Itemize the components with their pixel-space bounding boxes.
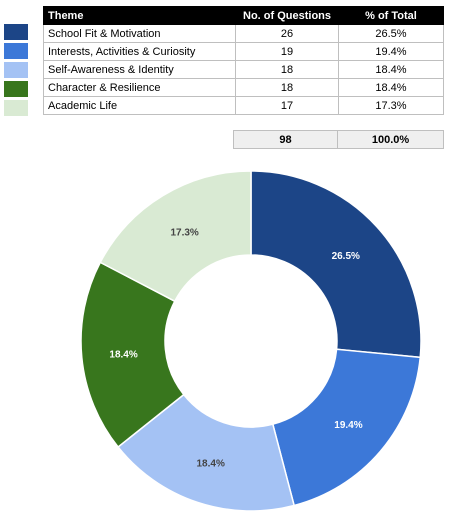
- row-percent: 19.4%: [338, 42, 444, 61]
- row-questions: 19: [235, 42, 339, 61]
- table-row: Academic Life 17 17.3%: [43, 96, 444, 115]
- donut-slice: [250, 170, 422, 359]
- row-percent: 17.3%: [338, 96, 444, 115]
- row-questions: 18: [235, 78, 339, 97]
- row-questions: 26: [235, 24, 339, 43]
- slice-label: 17.3%: [170, 228, 198, 239]
- header-questions: No. of Questions: [235, 6, 339, 25]
- swatch-academic-life: [4, 100, 28, 116]
- header-percent: % of Total: [338, 6, 444, 25]
- row-theme: School Fit & Motivation: [43, 24, 236, 43]
- row-theme: Academic Life: [43, 96, 236, 115]
- theme-summary-table: Theme No. of Questions % of Total School…: [43, 6, 444, 115]
- swatch-interests: [4, 43, 28, 59]
- row-questions: 17: [235, 96, 339, 115]
- table-header-row: Theme No. of Questions % of Total: [43, 6, 444, 25]
- table-row: School Fit & Motivation 26 26.5%: [43, 24, 444, 43]
- swatch-self-awareness: [4, 62, 28, 78]
- table-row: Self-Awareness & Identity 18 18.4%: [43, 60, 444, 79]
- swatch-character: [4, 81, 28, 97]
- table-row: Interests, Activities & Curiosity 19 19.…: [43, 42, 444, 61]
- row-theme: Interests, Activities & Curiosity: [43, 42, 236, 61]
- donut-slice: [117, 393, 296, 512]
- row-theme: Character & Resilience: [43, 78, 236, 97]
- slice-label: 19.4%: [334, 420, 362, 431]
- row-percent: 18.4%: [338, 78, 444, 97]
- total-percent: 100.0%: [337, 130, 444, 149]
- slice-label: 18.4%: [109, 349, 137, 360]
- table-row: Character & Resilience 18 18.4%: [43, 78, 444, 97]
- totals-row: 98 100.0%: [233, 130, 444, 149]
- total-questions: 98: [233, 130, 338, 149]
- swatch-school-fit: [4, 24, 28, 40]
- donut-slice: [80, 261, 185, 449]
- row-questions: 18: [235, 60, 339, 79]
- row-theme: Self-Awareness & Identity: [43, 60, 236, 79]
- row-percent: 18.4%: [338, 60, 444, 79]
- row-percent: 26.5%: [338, 24, 444, 43]
- donut-slice: [99, 170, 252, 303]
- slice-label: 26.5%: [332, 251, 360, 262]
- legend-swatches: [4, 24, 28, 119]
- donut-chart: 26.5% 19.4% 18.4% 18.4% 17.3%: [80, 170, 422, 512]
- donut-slice: [271, 348, 422, 507]
- slice-label: 18.4%: [196, 458, 224, 469]
- header-theme: Theme: [43, 6, 236, 25]
